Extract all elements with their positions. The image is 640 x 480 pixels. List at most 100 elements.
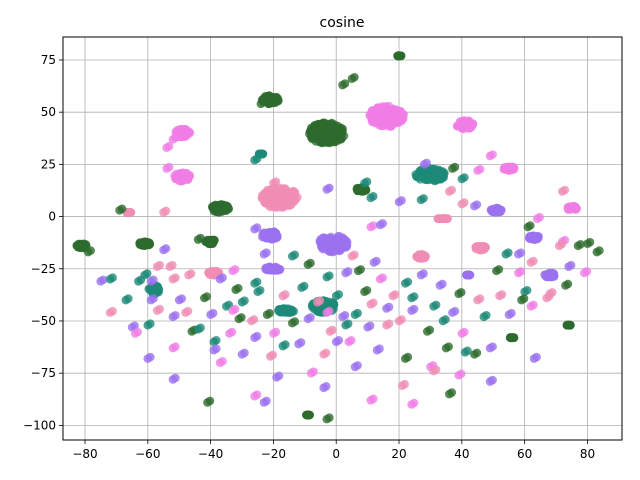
scatter-point	[155, 305, 164, 314]
scatter-point	[425, 326, 434, 335]
scatter-point	[341, 311, 350, 320]
scatter-point	[306, 259, 315, 268]
scatter-point	[196, 324, 205, 333]
scatter-point	[532, 353, 541, 362]
scatter-point	[212, 336, 221, 345]
scatter-point	[228, 328, 237, 337]
cluster-point	[205, 240, 214, 249]
scatter-point	[366, 321, 375, 330]
scatter-point	[363, 177, 372, 186]
scatter-point	[517, 267, 526, 276]
cluster-point	[382, 118, 391, 127]
scatter-point	[86, 246, 95, 255]
scatter-point	[262, 397, 271, 406]
scatter-point	[422, 159, 431, 168]
scatter-point	[212, 344, 221, 353]
cluster-point	[464, 118, 473, 127]
y-tick-label: 50	[41, 105, 56, 119]
scatter-point	[253, 154, 262, 163]
scatter-point	[124, 294, 133, 303]
scatter-point	[206, 397, 215, 406]
scatter-point	[438, 280, 447, 289]
x-tick-label: 20	[391, 447, 406, 461]
cluster-point	[421, 253, 430, 262]
cluster-point	[385, 105, 394, 114]
cluster-point	[426, 173, 435, 182]
scatter-point	[240, 349, 249, 358]
scatter-point	[290, 317, 299, 326]
scatter-point	[146, 319, 155, 328]
scatter-point	[375, 344, 384, 353]
cluster-point	[330, 241, 339, 250]
cluster-point	[262, 264, 271, 273]
scatter-point	[165, 163, 174, 172]
cluster-point	[493, 204, 502, 213]
cluster-point	[544, 271, 553, 280]
cluster-point	[145, 240, 154, 249]
scatter-point	[460, 198, 469, 207]
cluster-point	[175, 169, 184, 178]
cluster-point	[325, 123, 334, 132]
scatter-point	[322, 382, 331, 391]
cluster-point	[510, 334, 519, 343]
x-tick-label: 60	[517, 447, 532, 461]
scatter-point	[583, 267, 592, 276]
scatter-point	[451, 307, 460, 316]
cluster-point	[303, 411, 312, 420]
x-tick-label: −60	[135, 447, 160, 461]
scatter-point	[322, 349, 331, 358]
y-tick-label: 75	[41, 53, 56, 67]
cluster-point	[462, 271, 471, 280]
scatter-point	[463, 347, 472, 356]
scatter-point	[385, 319, 394, 328]
cluster-point	[281, 195, 290, 204]
cluster-point	[154, 284, 163, 293]
scatter-point	[529, 301, 538, 310]
scatter-point	[441, 315, 450, 324]
scatter-point	[334, 290, 343, 299]
scatter-point	[265, 309, 274, 318]
scatter-point	[155, 261, 164, 270]
cluster-point	[337, 131, 346, 140]
scatter-point	[171, 374, 180, 383]
scatter-point	[545, 292, 554, 301]
scatter-point	[237, 313, 246, 322]
scatter-point	[108, 307, 117, 316]
cluster-point	[324, 234, 333, 243]
scatter-point	[171, 342, 180, 351]
scatter-point	[162, 207, 171, 216]
cluster-point	[135, 240, 144, 249]
scatter-point	[476, 294, 485, 303]
scatter-point	[262, 248, 271, 257]
scatter-point	[557, 240, 566, 249]
scatter-point	[196, 234, 205, 243]
scatter-point	[504, 248, 513, 257]
scatter-point	[397, 196, 406, 205]
scatter-point	[473, 349, 482, 358]
scatter-point	[171, 311, 180, 320]
scatter-point	[473, 200, 482, 209]
cluster-point	[268, 199, 277, 208]
scatter-point	[272, 177, 281, 186]
scatter-point	[253, 390, 262, 399]
cluster-point	[316, 122, 325, 131]
scatter-point	[385, 303, 394, 312]
scatter-point	[400, 380, 409, 389]
scatter-point	[369, 298, 378, 307]
scatter-point	[535, 213, 544, 222]
scatter-point	[350, 250, 359, 259]
cluster-point	[527, 233, 536, 242]
scatter-point	[488, 150, 497, 159]
chart-title: cosine	[320, 15, 365, 31]
scatter-point	[250, 315, 259, 324]
scatter-point	[171, 134, 180, 143]
cluster-point	[266, 230, 275, 239]
scatter-point	[275, 372, 284, 381]
y-tick-label: −75	[31, 366, 56, 380]
scatter-point	[325, 271, 334, 280]
scatter-point	[353, 309, 362, 318]
scatter-point	[149, 294, 158, 303]
cluster-point	[180, 132, 189, 141]
scatter-point	[334, 336, 343, 345]
scatter-point	[137, 276, 146, 285]
